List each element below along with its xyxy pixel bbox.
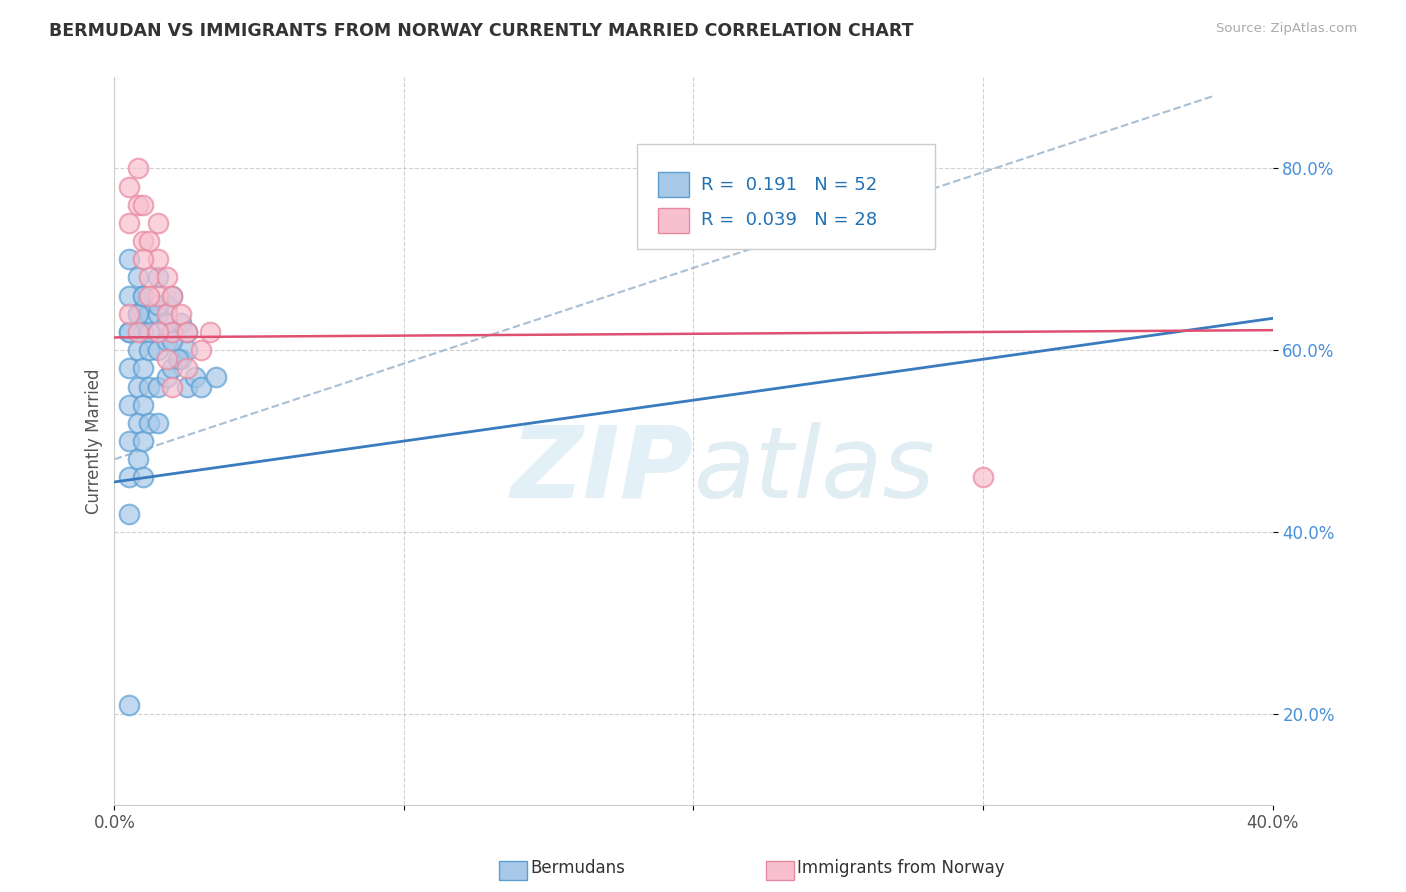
Point: [132, 288, 155, 302]
Point: [155, 270, 177, 285]
Point: [190, 379, 212, 393]
Point: [118, 434, 141, 448]
Point: [132, 252, 155, 267]
Point: [204, 370, 226, 384]
Point: [146, 270, 169, 285]
Point: [118, 288, 141, 302]
Point: [127, 325, 149, 339]
Point: [118, 307, 141, 321]
Point: [176, 325, 198, 339]
Point: [155, 370, 177, 384]
Point: [155, 316, 177, 330]
Point: [138, 234, 160, 248]
Point: [155, 307, 177, 321]
Point: [162, 361, 184, 376]
Text: BERMUDAN VS IMMIGRANTS FROM NORWAY CURRENTLY MARRIED CORRELATION CHART: BERMUDAN VS IMMIGRANTS FROM NORWAY CURRE…: [49, 22, 914, 40]
Point: [198, 325, 221, 339]
Point: [176, 343, 198, 358]
Point: [146, 325, 169, 339]
Point: [138, 288, 160, 302]
Point: [132, 434, 155, 448]
Point: [138, 307, 160, 321]
Point: [132, 288, 155, 302]
Point: [146, 252, 169, 267]
Point: [127, 379, 149, 393]
Text: ZIP: ZIP: [510, 422, 693, 518]
Point: [118, 252, 141, 267]
Point: [138, 325, 160, 339]
Point: [155, 334, 177, 348]
Text: R =  0.191   N = 52: R = 0.191 N = 52: [700, 176, 877, 194]
Point: [132, 470, 155, 484]
Point: [127, 343, 149, 358]
Point: [176, 361, 198, 376]
Point: [162, 288, 184, 302]
Point: [155, 298, 177, 312]
Point: [127, 307, 149, 321]
Point: [167, 352, 190, 367]
Point: [162, 334, 184, 348]
Text: Bermudans: Bermudans: [530, 859, 624, 877]
Point: [127, 307, 149, 321]
Point: [127, 416, 149, 430]
Text: Immigrants from Norway: Immigrants from Norway: [797, 859, 1005, 877]
Point: [162, 288, 184, 302]
Point: [155, 352, 177, 367]
Point: [138, 343, 160, 358]
Text: atlas: atlas: [693, 422, 935, 518]
Point: [118, 179, 141, 194]
Point: [118, 361, 141, 376]
Point: [127, 161, 149, 176]
Point: [132, 398, 155, 412]
Point: [170, 316, 193, 330]
Point: [118, 398, 141, 412]
Point: [132, 197, 155, 211]
Point: [170, 307, 193, 321]
Point: [132, 325, 155, 339]
Point: [170, 352, 193, 367]
Point: [162, 325, 184, 339]
Point: [162, 379, 184, 393]
Text: R =  0.039   N = 28: R = 0.039 N = 28: [700, 211, 877, 229]
Point: [972, 470, 994, 484]
Point: [176, 379, 198, 393]
Point: [146, 307, 169, 321]
Point: [184, 370, 207, 384]
Point: [127, 270, 149, 285]
Point: [118, 325, 141, 339]
Point: [132, 361, 155, 376]
Text: Source: ZipAtlas.com: Source: ZipAtlas.com: [1216, 22, 1357, 36]
Point: [118, 216, 141, 230]
Point: [118, 698, 141, 712]
Point: [146, 298, 169, 312]
Point: [146, 379, 169, 393]
Point: [127, 452, 149, 467]
Point: [127, 197, 149, 211]
Point: [138, 270, 160, 285]
Point: [176, 325, 198, 339]
Point: [118, 325, 141, 339]
Point: [146, 416, 169, 430]
Point: [146, 288, 169, 302]
Point: [162, 325, 184, 339]
Point: [118, 507, 141, 521]
Point: [146, 343, 169, 358]
Point: [138, 379, 160, 393]
Point: [132, 234, 155, 248]
Point: [190, 343, 212, 358]
Point: [146, 216, 169, 230]
Point: [118, 470, 141, 484]
Point: [138, 416, 160, 430]
Y-axis label: Currently Married: Currently Married: [86, 368, 103, 514]
